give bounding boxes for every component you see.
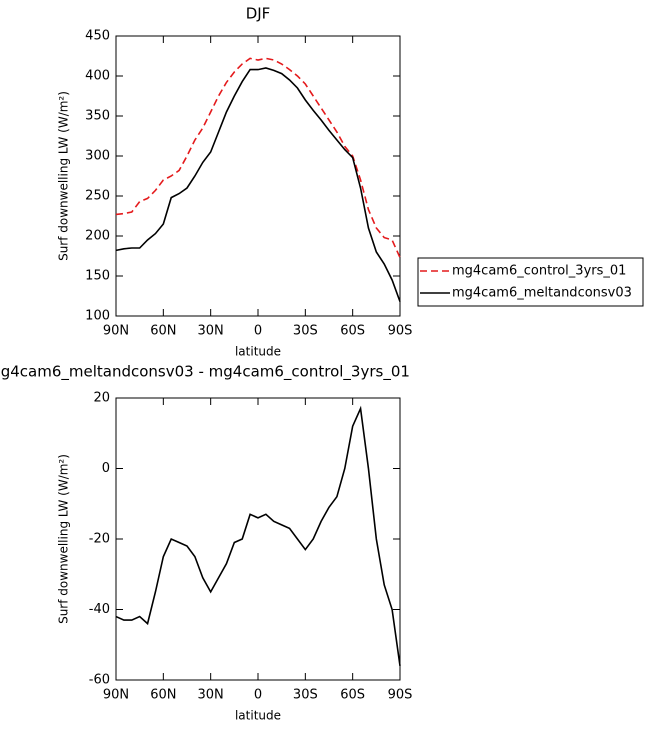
legend-label: mg4cam6_control_3yrs_01 xyxy=(452,264,626,279)
y-tick-label: 250 xyxy=(85,189,110,204)
y-tick-label: 150 xyxy=(85,269,110,284)
y-tick-label: -40 xyxy=(89,602,110,617)
x-tick-label: 0 xyxy=(254,324,262,339)
y-tick-label: -60 xyxy=(89,673,110,688)
x-tick-label: 90N xyxy=(103,324,129,339)
plot-frame xyxy=(115,397,401,681)
x-axis-label: latitude xyxy=(235,345,281,359)
y-tick-label: 0 xyxy=(102,461,110,476)
x-axis-label: latitude xyxy=(235,709,281,723)
x-tick-label: 30S xyxy=(293,688,318,703)
y-tick-label: 20 xyxy=(93,391,110,406)
y-axis-label: Surf downwelling LW (W/m²) xyxy=(57,454,71,624)
x-tick-label: 30N xyxy=(198,688,224,703)
x-tick-label: 90S xyxy=(388,324,413,339)
x-tick-label: 60S xyxy=(340,324,365,339)
x-tick-label: 30N xyxy=(198,324,224,339)
y-tick-label: 300 xyxy=(85,149,110,164)
chart-title: mg4cam6_meltandconsv03 - mg4cam6_control… xyxy=(0,363,410,382)
series-line xyxy=(115,405,401,667)
y-tick-label: 100 xyxy=(85,309,110,324)
y-tick-label: 200 xyxy=(85,229,110,244)
chart-title: DJF xyxy=(246,5,271,23)
legend-box xyxy=(417,257,644,307)
series-line xyxy=(115,57,401,258)
y-tick-label: 450 xyxy=(85,29,110,44)
x-tick-label: 90N xyxy=(103,688,129,703)
y-tick-label: -20 xyxy=(89,532,110,547)
x-tick-label: 0 xyxy=(254,688,262,703)
series-line xyxy=(115,67,401,302)
legend-label: mg4cam6_meltandconsv03 xyxy=(452,286,632,301)
x-tick-label: 90S xyxy=(388,688,413,703)
y-tick-label: 400 xyxy=(85,69,110,84)
x-tick-label: 60N xyxy=(150,688,176,703)
y-axis-label: Surf downwelling LW (W/m²) xyxy=(57,91,71,261)
y-tick-label: 350 xyxy=(85,109,110,124)
x-tick-label: 30S xyxy=(293,324,318,339)
x-tick-label: 60S xyxy=(340,688,365,703)
x-tick-label: 60N xyxy=(150,324,176,339)
